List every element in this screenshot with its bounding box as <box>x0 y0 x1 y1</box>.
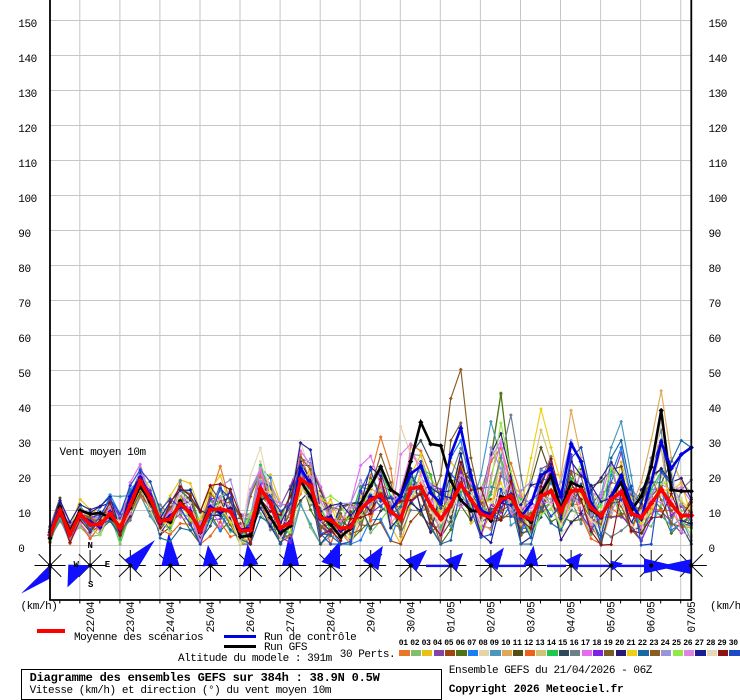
svg-text:03/05: 03/05 <box>527 602 539 633</box>
svg-text:01/05: 01/05 <box>446 602 458 633</box>
svg-text:22/04: 22/04 <box>86 601 98 633</box>
svg-text:23/04: 23/04 <box>126 601 138 633</box>
svg-text:25/04: 25/04 <box>206 601 218 633</box>
svg-text:06/05: 06/05 <box>647 602 659 633</box>
svg-text:27/04: 27/04 <box>286 601 298 633</box>
svg-text:05/05: 05/05 <box>607 602 619 633</box>
svg-text:30/04: 30/04 <box>406 601 418 633</box>
svg-text:29/04: 29/04 <box>366 601 378 633</box>
svg-text:02/05: 02/05 <box>487 602 499 633</box>
svg-text:24/04: 24/04 <box>166 601 178 633</box>
svg-text:28/04: 28/04 <box>326 601 338 633</box>
svg-text:26/04: 26/04 <box>246 601 258 633</box>
svg-text:04/05: 04/05 <box>567 602 579 633</box>
svg-text:07/05: 07/05 <box>687 602 699 633</box>
